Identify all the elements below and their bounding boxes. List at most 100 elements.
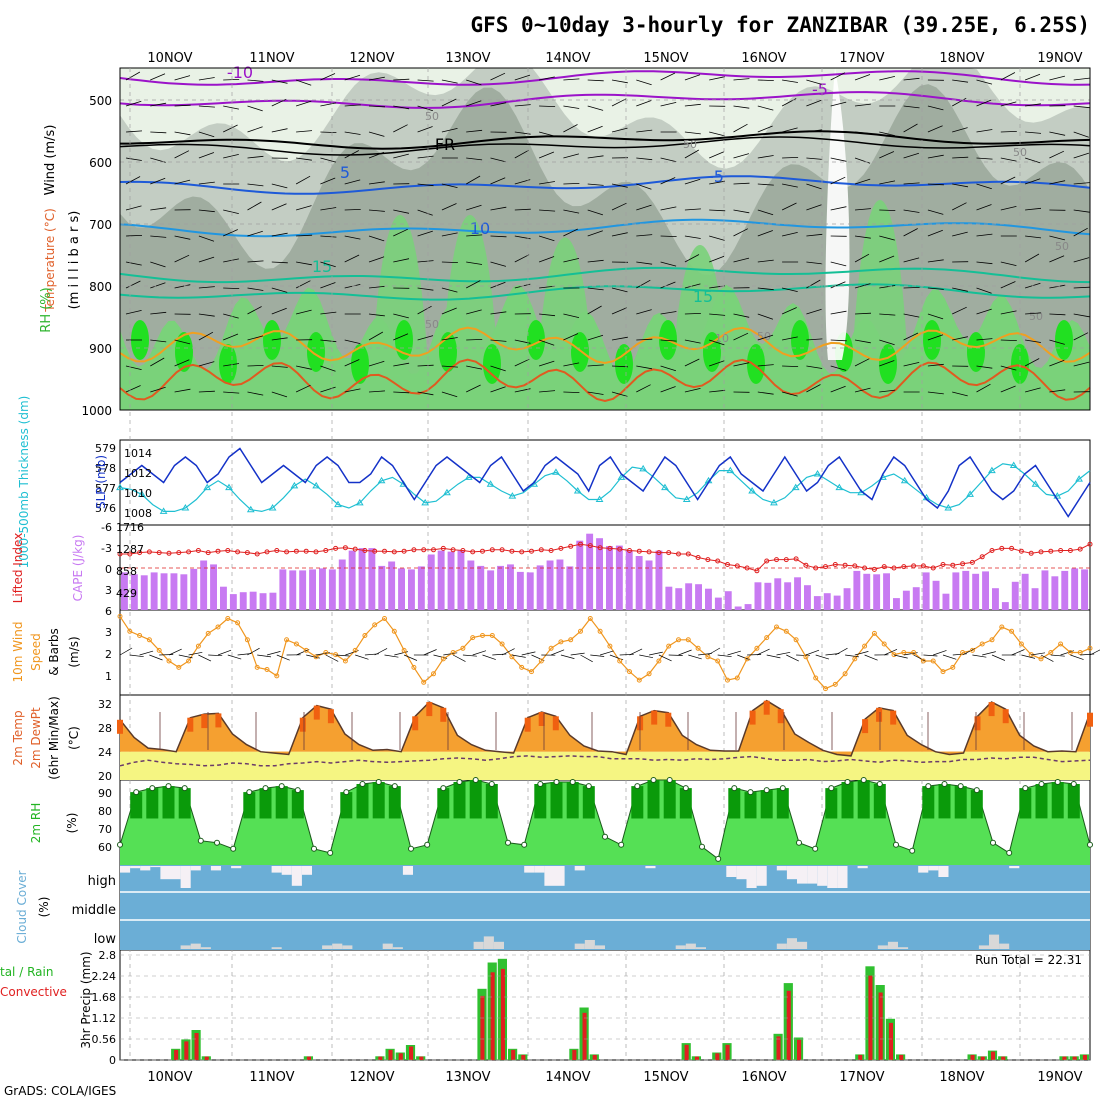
rh-bright-patch xyxy=(923,320,941,360)
wind-barb xyxy=(879,313,896,316)
cloud-high-gap xyxy=(756,866,767,886)
wind10-marker xyxy=(656,658,662,664)
li-marker xyxy=(558,545,564,551)
cape-bar xyxy=(309,569,316,610)
li-marker xyxy=(431,547,436,553)
rh2m-marker xyxy=(294,787,301,794)
wind-barb xyxy=(320,365,336,372)
precip-ylabel-1: tal / Rain xyxy=(0,965,53,979)
wind-barb xyxy=(976,233,993,237)
contour-label: -5 xyxy=(812,80,828,99)
wind10-barb xyxy=(1089,649,1100,656)
wind-barb xyxy=(150,177,166,185)
wind-barb xyxy=(806,279,821,289)
wind-barb xyxy=(344,104,361,107)
wind-barb xyxy=(733,209,750,214)
wind-barb xyxy=(125,205,142,211)
wind-barb xyxy=(636,204,652,211)
precip-tick: 2.8 xyxy=(99,949,117,962)
temp-contour xyxy=(119,283,1091,301)
li-marker xyxy=(205,550,211,556)
wind10-barb xyxy=(560,654,575,659)
wind-barb xyxy=(247,155,264,159)
cloud-low-bar xyxy=(322,945,333,949)
wind-barb xyxy=(1049,180,1066,185)
wind-barb xyxy=(295,280,311,289)
cloud-high-gap xyxy=(190,866,201,871)
cape-tick: 1716 xyxy=(116,521,144,534)
cape-bar xyxy=(625,550,633,610)
wind-barb xyxy=(320,73,336,81)
cape-bar xyxy=(833,595,841,610)
wind-barb xyxy=(1025,103,1041,107)
wind10-barb xyxy=(374,648,388,656)
li-marker xyxy=(489,547,495,553)
wind-barb xyxy=(125,280,141,289)
wind10-barb xyxy=(345,650,359,656)
wind-barb xyxy=(368,235,385,242)
cape-bar xyxy=(1021,573,1029,610)
cape-bar xyxy=(140,575,148,610)
wind-barb xyxy=(952,183,969,188)
wind-barb xyxy=(490,102,507,107)
wind10-tick: 3 xyxy=(105,626,112,639)
wind-barb xyxy=(490,206,507,211)
wind-barb xyxy=(368,76,385,81)
cape-bar xyxy=(794,577,801,610)
wind-barb xyxy=(563,362,580,367)
wind10-barb xyxy=(168,648,182,656)
wind10-marker xyxy=(744,656,750,662)
wind-barb xyxy=(636,100,652,107)
wind-barb xyxy=(344,254,360,263)
wind-barb xyxy=(198,152,215,159)
thick-tick: 579 xyxy=(95,442,116,455)
wind-barb xyxy=(441,203,457,211)
rh2m-marker xyxy=(553,779,560,785)
rh2m-peak xyxy=(954,786,967,819)
cape-bar xyxy=(952,572,960,610)
wind-barb xyxy=(757,155,774,159)
wind-barb xyxy=(782,157,799,159)
rh2m-marker xyxy=(682,785,689,792)
thickness-marker xyxy=(944,504,953,511)
wind-barb xyxy=(247,365,264,367)
wind-barb xyxy=(879,235,895,241)
cloud-high-gap xyxy=(301,866,312,875)
precip-tick: 0 xyxy=(109,1054,116,1067)
wind-barb xyxy=(417,335,434,341)
wind-barb xyxy=(563,258,580,263)
wind-barb xyxy=(927,229,943,237)
wind-barb xyxy=(806,233,823,237)
wind-barb xyxy=(757,391,774,395)
wind-barb xyxy=(684,235,701,239)
li-marker xyxy=(156,550,162,556)
wind10-marker xyxy=(940,669,946,675)
wind10-marker xyxy=(646,671,652,677)
wind-barb xyxy=(393,209,410,214)
rh-bright-patch xyxy=(219,344,237,384)
day-label-top: 15NOV xyxy=(643,51,688,66)
wind-barb xyxy=(125,157,142,161)
wind-barb xyxy=(879,255,895,263)
wind-barb xyxy=(174,104,191,107)
wind-barb xyxy=(490,261,507,267)
wind-barb xyxy=(514,254,530,263)
wind-barb xyxy=(636,261,653,265)
wind-barb xyxy=(271,337,288,341)
upper-ylabel-mb: (m i l l i b a r s) xyxy=(67,211,82,310)
rh2m-marker xyxy=(117,841,123,848)
wind-barb xyxy=(1025,235,1042,239)
li-marker xyxy=(852,563,858,569)
li-marker xyxy=(391,549,397,555)
wind-barb xyxy=(247,260,264,263)
rh2m-peak xyxy=(970,790,983,819)
precip-conv-bar xyxy=(306,1056,311,1060)
precip-conv-bar xyxy=(786,990,791,1060)
wind-barb xyxy=(830,310,847,315)
rh2m-peak xyxy=(566,782,579,819)
wind-barb xyxy=(1049,235,1065,241)
cape-bar xyxy=(180,574,188,610)
wind10-barb xyxy=(198,654,212,662)
rh2m-marker xyxy=(197,837,204,844)
wind-barb xyxy=(1024,178,1041,185)
